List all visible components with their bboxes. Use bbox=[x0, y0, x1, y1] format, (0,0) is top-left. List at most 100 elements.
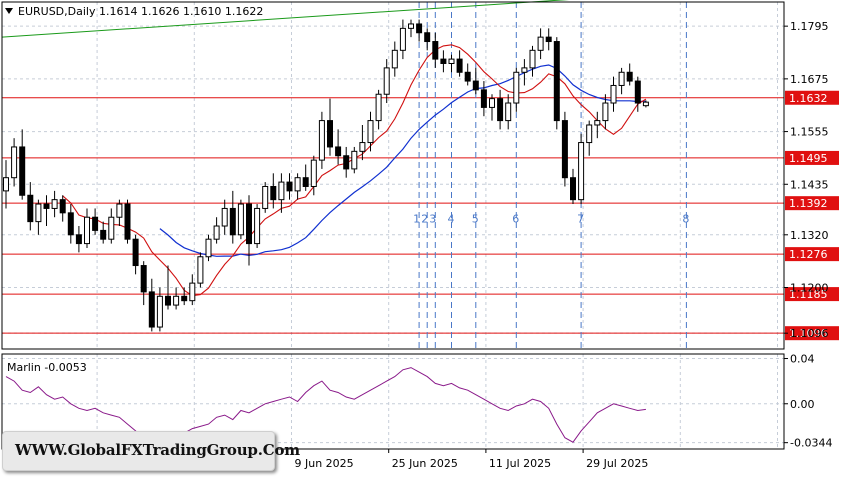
moving-average-blue bbox=[159, 64, 646, 257]
level-label: 1.1276 bbox=[789, 248, 828, 261]
candle-body bbox=[416, 23, 423, 34]
candle-body bbox=[594, 120, 601, 126]
candle-body bbox=[440, 58, 447, 64]
vertical-marker-label: 7 bbox=[577, 212, 584, 225]
candle-body bbox=[35, 203, 42, 223]
vertical-marker-label: 2 bbox=[421, 212, 428, 225]
candle-body bbox=[578, 142, 585, 201]
y-axis-label: 1.1795 bbox=[790, 20, 829, 33]
y-axis-label: -0.0344 bbox=[790, 437, 832, 450]
candle-body bbox=[610, 84, 617, 104]
candle-body bbox=[67, 212, 74, 236]
watermark-text: WWW.GlobalFXTradingGroup.Com bbox=[15, 441, 300, 459]
level-label-box bbox=[785, 196, 839, 211]
candle-body bbox=[480, 89, 487, 108]
vertical-marker-label: 6 bbox=[512, 212, 519, 225]
y-axis-label: 0.04 bbox=[790, 353, 815, 366]
level-label-box bbox=[785, 90, 839, 105]
candle-body bbox=[642, 101, 649, 107]
level-label-box bbox=[785, 247, 839, 262]
candle-body bbox=[59, 199, 66, 214]
vertical-marker-label: 4 bbox=[448, 212, 455, 225]
marlin-header: Marlin -0.0053 bbox=[7, 361, 87, 374]
candle-body bbox=[335, 146, 342, 157]
candle-body bbox=[165, 295, 171, 306]
y-axis-label: 1.1096 bbox=[790, 327, 829, 340]
candle-body bbox=[343, 155, 350, 170]
main-panel-frame bbox=[1, 1, 785, 350]
candle-body bbox=[221, 207, 228, 227]
vertical-marker-label: 1 bbox=[413, 212, 420, 225]
candle-body bbox=[375, 93, 382, 122]
candle-body bbox=[205, 238, 212, 258]
level-label: 1.1495 bbox=[789, 152, 828, 165]
y-axis-label: 1.1675 bbox=[790, 73, 829, 86]
candle-body bbox=[181, 295, 188, 302]
candle-body bbox=[367, 120, 374, 144]
candle-body bbox=[456, 58, 463, 73]
candle-body bbox=[3, 177, 9, 192]
candle-body bbox=[92, 216, 99, 231]
candle-body bbox=[27, 194, 34, 223]
candle-body bbox=[173, 295, 180, 306]
candle-body bbox=[489, 98, 495, 108]
candle-body bbox=[43, 203, 50, 209]
candle-body bbox=[327, 120, 333, 148]
level-label-box bbox=[785, 326, 839, 341]
x-axis-label: 25 Jun 2025 bbox=[392, 457, 458, 470]
candle-body bbox=[254, 207, 261, 245]
candle-body bbox=[424, 32, 431, 43]
candle-body bbox=[505, 102, 512, 122]
x-axis-label: 29 Jul 2025 bbox=[586, 457, 648, 470]
candle-body bbox=[229, 207, 236, 236]
candle-body bbox=[618, 71, 625, 86]
candle-body bbox=[132, 238, 139, 267]
candle-body bbox=[270, 185, 277, 201]
candle-body bbox=[156, 295, 163, 328]
candle-body bbox=[586, 124, 593, 144]
level-label: 1.1185 bbox=[789, 288, 828, 301]
candle-body bbox=[262, 185, 269, 209]
candle-body bbox=[513, 71, 520, 104]
trend-line-green bbox=[1, 0, 570, 38]
candle-body bbox=[432, 41, 439, 60]
vertical-marker-label: 3 bbox=[429, 212, 436, 225]
candle-body bbox=[464, 71, 471, 82]
candle-body bbox=[237, 203, 244, 236]
candle-body bbox=[100, 229, 107, 240]
candle-body bbox=[294, 177, 301, 192]
candle-body bbox=[529, 49, 536, 69]
candle-body bbox=[75, 234, 82, 245]
candle-body bbox=[310, 159, 317, 187]
candle-body bbox=[108, 216, 115, 240]
vertical-marker-label: 8 bbox=[682, 212, 689, 225]
candle-body bbox=[84, 216, 90, 245]
y-axis-label: 0.00 bbox=[790, 398, 815, 411]
y-axis-label: 1.1200 bbox=[790, 282, 829, 295]
candle-body bbox=[246, 203, 252, 245]
candle-body bbox=[553, 41, 560, 122]
candle-body bbox=[359, 142, 366, 152]
collapse-triangle-icon[interactable] bbox=[5, 8, 13, 14]
candle-body bbox=[318, 120, 325, 161]
level-label: 1.1096 bbox=[789, 327, 828, 340]
candle-body bbox=[189, 282, 196, 302]
symbol-header: EURUSD,Daily 1.1614 1.1626 1.1610 1.1622 bbox=[18, 5, 263, 18]
candle-body bbox=[399, 27, 406, 51]
candle-body bbox=[140, 265, 147, 293]
candle-body bbox=[197, 256, 204, 284]
oscillator-panel-frame bbox=[1, 353, 785, 450]
candle-body bbox=[521, 67, 528, 73]
candle-body bbox=[497, 98, 504, 122]
x-axis-label: 9 Jun 2025 bbox=[295, 457, 354, 470]
candle-body bbox=[383, 67, 390, 95]
candle-body bbox=[148, 291, 155, 328]
candle-body bbox=[213, 225, 220, 240]
y-axis-label: 1.1320 bbox=[790, 229, 829, 242]
marlin-line bbox=[5, 367, 646, 448]
y-axis-label: 1.1555 bbox=[790, 126, 829, 139]
candle-body bbox=[570, 177, 576, 201]
level-label-box bbox=[785, 287, 839, 302]
